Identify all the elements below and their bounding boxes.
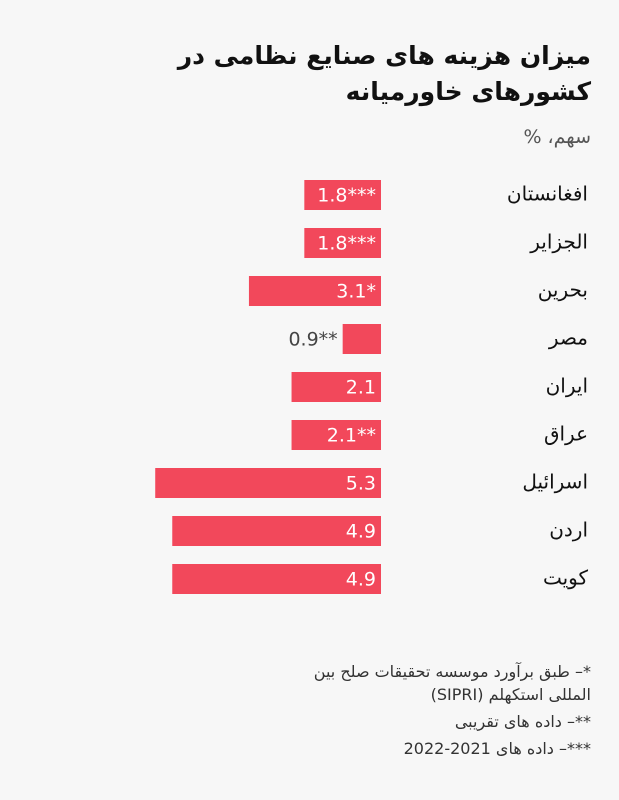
- category-label: مصر: [548, 326, 588, 350]
- subtitle: سهم، %: [523, 126, 591, 148]
- value-label: 2.1: [346, 377, 376, 399]
- note: *– طبق برآورد موسسه تحقیقات صلح بین المل…: [313, 662, 591, 704]
- value-label: 0.9**: [288, 329, 337, 351]
- title-line: میزان هزینه های صنایع نظامی در: [177, 41, 591, 70]
- bar: [291, 372, 381, 402]
- bar: [304, 228, 381, 258]
- category-label: عراق: [544, 422, 588, 446]
- bar: [172, 564, 381, 594]
- notes: *– طبق برآورد موسسه تحقیقات صلح بین المل…: [291, 660, 591, 764]
- category-label: اردن: [549, 518, 588, 542]
- value-label: 4.9: [346, 521, 376, 543]
- chart-title: میزان هزینه های صنایع نظامی در کشورهای خ…: [178, 38, 591, 110]
- value-label: 3.1*: [336, 281, 376, 303]
- category-label: کویت: [543, 566, 589, 590]
- title-line: کشورهای خاورمیانه: [345, 77, 591, 106]
- bar: [248, 276, 381, 306]
- value-label: 1.8***: [317, 185, 376, 207]
- bar: [342, 324, 381, 354]
- category-label: بحرین: [538, 278, 588, 302]
- value-label: 2.1**: [327, 425, 376, 447]
- category-label: اسرائیل: [522, 470, 588, 494]
- category-label: ایران: [546, 374, 588, 398]
- bar: [291, 420, 381, 450]
- note: ***– داده های 2021-2022: [403, 739, 591, 758]
- bar: [304, 180, 381, 210]
- value-label: 1.8***: [317, 233, 376, 255]
- note: **– داده های تقریبی: [454, 712, 591, 731]
- category-label: الجزایر: [529, 230, 588, 254]
- value-label: 4.9: [346, 569, 376, 591]
- bar: [172, 516, 381, 546]
- value-label: 5.3: [346, 473, 376, 495]
- category-label: افغانستان: [507, 182, 588, 206]
- bar: [155, 468, 381, 498]
